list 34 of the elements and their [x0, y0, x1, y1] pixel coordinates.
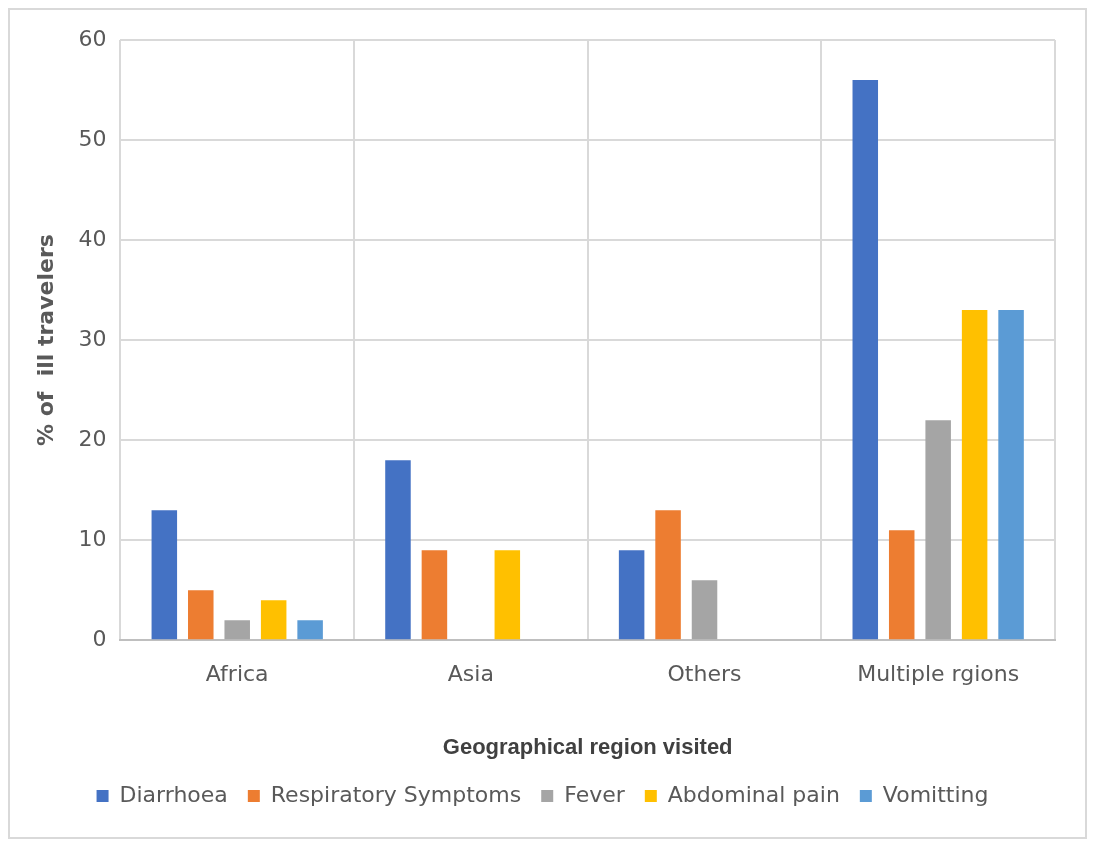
legend-label: Respiratory Symptoms — [270, 781, 522, 807]
x-tick-label: Asia — [447, 661, 494, 687]
legend-label: Abdominal pain — [667, 781, 840, 807]
bar — [385, 460, 411, 640]
bar — [961, 310, 988, 640]
y-tick-label: 0 — [92, 625, 107, 651]
bar — [151, 510, 178, 640]
bar — [224, 620, 250, 640]
y-tick-label: 20 — [78, 425, 107, 451]
x-tick-label: Multiple rgions — [857, 661, 1020, 687]
bar — [297, 620, 323, 640]
y-tick-label: 50 — [78, 125, 107, 151]
bar — [998, 310, 1024, 640]
bar — [888, 530, 915, 640]
bar — [655, 510, 681, 640]
bar — [691, 580, 718, 640]
bar — [421, 550, 448, 640]
legend-label: Diarrhoea — [119, 781, 228, 807]
bar — [618, 550, 645, 640]
legend-label: Vomitting — [882, 781, 989, 807]
bar — [494, 550, 521, 640]
y-tick-label: 10 — [78, 525, 107, 551]
x-tick-label: Others — [667, 661, 742, 687]
y-axis-title: % of ill travelers — [32, 234, 58, 447]
bar — [260, 600, 287, 640]
x-tick-label: Africa — [205, 661, 269, 687]
y-tick-label: 30 — [78, 325, 107, 351]
bar — [852, 80, 879, 640]
legend-label: Fever — [564, 781, 626, 807]
x-axis-title: Geographical region visited — [442, 733, 733, 759]
bar — [925, 420, 951, 640]
bar — [188, 590, 214, 640]
y-tick-label: 40 — [78, 225, 107, 251]
y-tick-label: 60 — [78, 25, 107, 51]
